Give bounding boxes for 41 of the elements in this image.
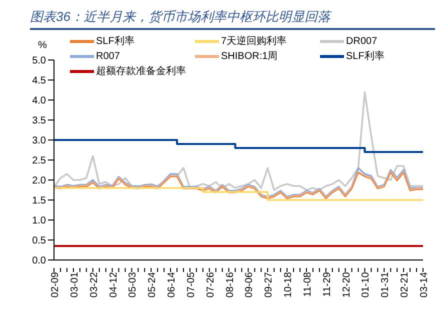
x-tick-label: 11-08 (302, 272, 314, 297)
y-tick-label: 2.0 (32, 176, 46, 187)
line-series (53, 91, 424, 191)
legend-label: 7天逆回购利率 (221, 34, 287, 48)
chart-title: 图表36：近半月来，货币市场利率中枢环比明显回落 (30, 8, 435, 30)
x-tick-label: 06-14 (166, 272, 178, 298)
y-tick-label: 0.5 (32, 236, 46, 247)
legend-label: 超额存款准备金利率 (96, 64, 186, 78)
x-tick-label: 02-09 (50, 272, 61, 298)
x-tick-label: 01-10 (360, 272, 372, 298)
x-tick-label: 08-16 (224, 272, 236, 298)
x-tick-label: 12-20 (341, 272, 352, 298)
y-tick-label: 1.0 (32, 216, 46, 227)
legend-label: DR007 (346, 36, 378, 46)
x-tick-label: 01-31 (380, 272, 392, 298)
legend-label: SHIBOR:1周 (221, 50, 278, 63)
y-tick-label: 1.5 (32, 196, 46, 207)
y-tick-label: 5.0 (32, 56, 46, 67)
x-tick-label: 10-18 (283, 272, 294, 298)
y-tick-label: 4.0 (32, 96, 46, 107)
y-tick-label: 4.5 (32, 76, 46, 87)
x-tick-label: 03-01 (69, 272, 80, 298)
x-tick-label: 03-22 (88, 272, 100, 298)
x-tick-label: 07-05 (186, 272, 197, 298)
x-tick-label: 04-12 (108, 272, 120, 298)
y-tick-label: 2.5 (32, 156, 46, 167)
x-tick-label: 09-27 (264, 272, 275, 298)
x-tick-label: 03-14 (419, 272, 430, 298)
y-axis-title: % (38, 40, 47, 51)
x-tick-label: 05-24 (147, 272, 158, 298)
x-tick-label: 07-26 (205, 272, 216, 298)
y-tick-label: 3.0 (32, 136, 46, 147)
legend-label: SLF利率 (346, 50, 384, 63)
legend-label: SLF利率 (96, 34, 134, 48)
legend-label: R007 (96, 50, 120, 62)
x-tick-label: 11-29 (322, 272, 333, 297)
x-tick-label: 09-06 (244, 272, 256, 298)
y-tick-label: 3.5 (32, 116, 46, 127)
y-tick-label: 0.0 (32, 256, 46, 267)
x-tick-label: 02-21 (400, 272, 411, 298)
x-tick-label: 05-03 (128, 272, 139, 298)
